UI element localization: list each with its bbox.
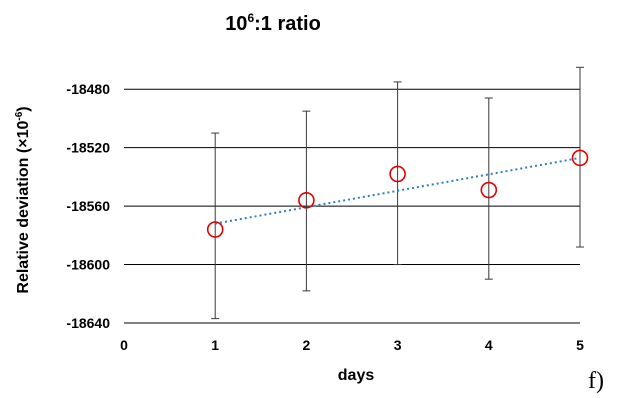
x-tick-label: 4 [485, 337, 493, 353]
trendline-group [215, 156, 581, 225]
x-tick-label: 1 [211, 337, 219, 353]
chart-title-superscript: 6 [247, 11, 254, 25]
data-point [389, 165, 406, 183]
y-axis-title: Relative deviation (×10-6) [14, 106, 32, 293]
gridlines [124, 88, 580, 324]
panel-label: f) [588, 368, 604, 394]
x-tick-label: 3 [394, 337, 402, 353]
chart-title: 106:1 ratio [225, 11, 321, 35]
data-point [571, 149, 589, 167]
error-bar [484, 97, 493, 280]
data-points [206, 149, 589, 238]
error-bar [393, 81, 402, 266]
data-point [206, 221, 224, 238]
error-bar [576, 66, 584, 248]
y-tick-labels: -18480 -18520 -18560 -18600 -18640 [66, 81, 110, 331]
data-point [298, 191, 315, 209]
y-axis-title-superscript: -6 [14, 111, 25, 120]
y-tick-label: -18520 [66, 140, 110, 156]
y-tick-label: -18600 [66, 257, 110, 273]
x-axis-title: days [338, 367, 375, 384]
y-tick-label: -18560 [66, 198, 110, 214]
x-tick-label: 2 [303, 337, 311, 353]
error-bar [211, 132, 220, 320]
y-tick-label: -18640 [66, 315, 110, 331]
trendline [215, 156, 581, 225]
x-tick-label: 0 [120, 337, 128, 353]
error-bars [211, 66, 584, 320]
y-tick-label: -18480 [66, 81, 110, 97]
x-tick-labels: 0 1 2 3 4 5 [120, 337, 584, 353]
x-tick-label: 5 [576, 337, 584, 353]
data-point [480, 181, 498, 199]
error-bar [302, 110, 311, 292]
